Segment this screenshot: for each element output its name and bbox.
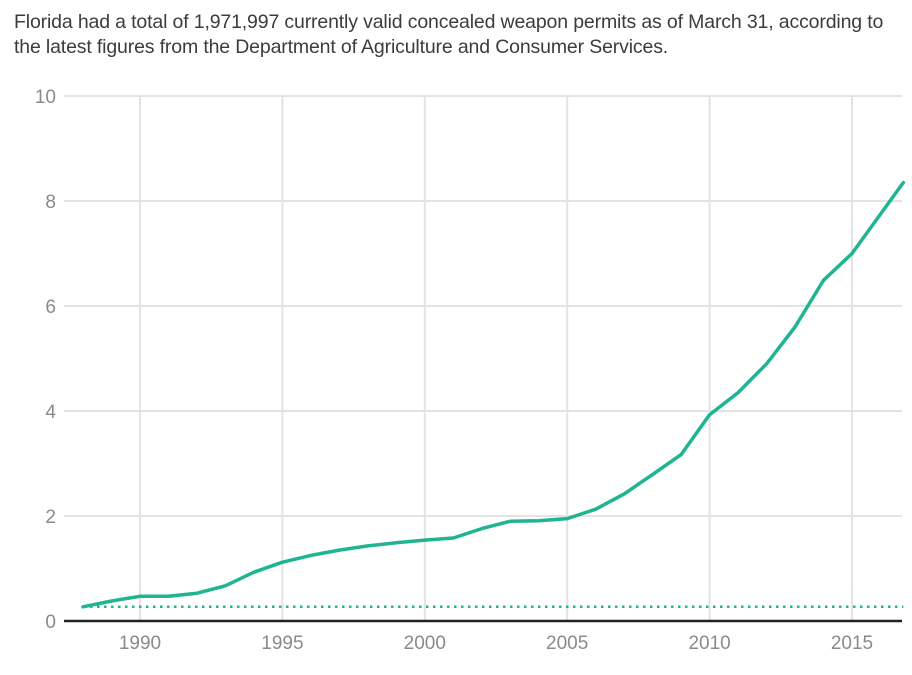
y-tick-label: 6 bbox=[45, 297, 56, 318]
x-gridlines bbox=[139, 96, 853, 621]
x-tick-label: 2005 bbox=[546, 633, 588, 654]
x-tick-label: 2015 bbox=[831, 633, 873, 654]
y-tick-labels: 0 2 4 6 8 10 bbox=[35, 87, 57, 633]
y-tick-label: 2 bbox=[45, 507, 56, 528]
series-lines bbox=[81, 180, 906, 609]
y-tick-label: 8 bbox=[45, 192, 56, 213]
x-tick-label: 1995 bbox=[261, 633, 303, 654]
chart-caption: Florida had a total of 1,971,997 current… bbox=[14, 11, 884, 58]
x-tick-label: 2000 bbox=[404, 633, 446, 654]
y-tick-label: 10 bbox=[35, 87, 56, 108]
x-tick-label: 2010 bbox=[688, 633, 730, 654]
x-tick-label: 1990 bbox=[119, 633, 161, 654]
y-gridlines bbox=[64, 95, 902, 517]
y-tick-label: 0 bbox=[45, 612, 56, 633]
y-tick-label: 4 bbox=[45, 402, 56, 423]
series-line-permits bbox=[81, 180, 906, 609]
x-tick-labels: 1990 1995 2000 2005 2010 2015 bbox=[119, 633, 873, 654]
